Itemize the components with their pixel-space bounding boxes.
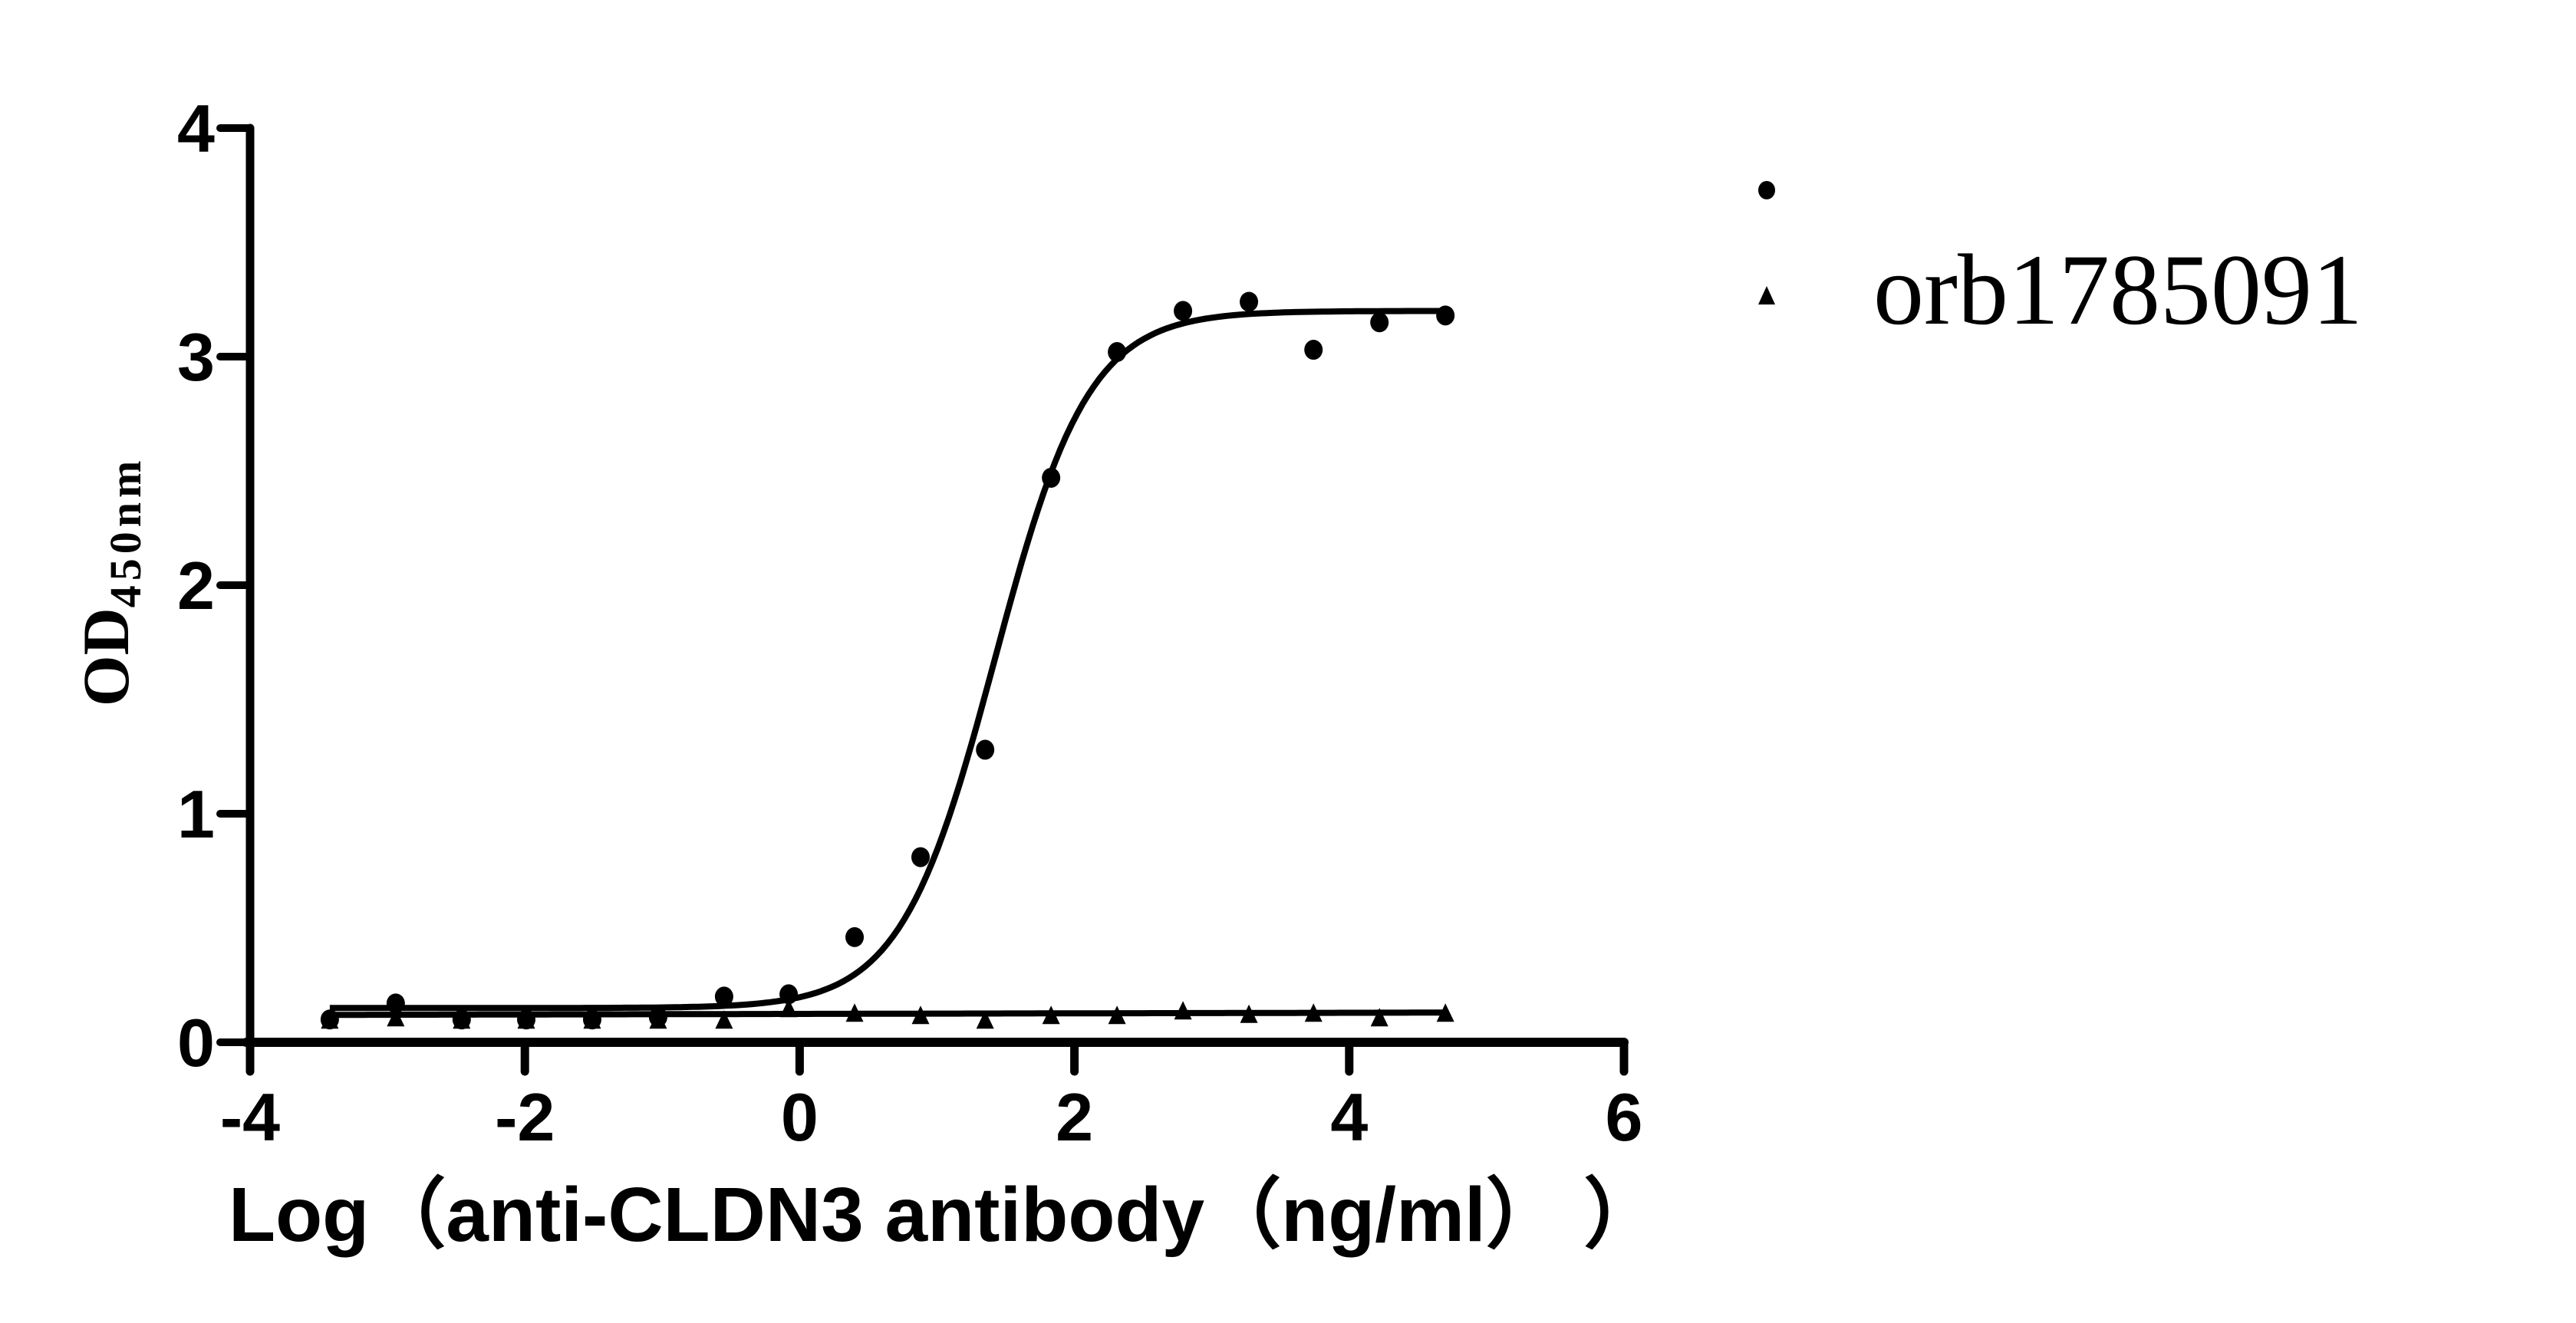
x-tick-label: -4 — [220, 1079, 280, 1155]
data-point-triangle — [1042, 1005, 1060, 1025]
data-point-triangle — [779, 999, 798, 1018]
data-point-circle — [1436, 305, 1455, 326]
data-point-circle — [452, 1009, 471, 1030]
legend: orb1785091 — [1758, 181, 2363, 346]
data-point-circle — [648, 1007, 667, 1028]
data-point-triangle — [715, 1010, 733, 1029]
data-point-circle — [911, 847, 931, 867]
data-point-triangle — [1304, 1003, 1323, 1022]
y-axis-title: OD450nm — [69, 456, 150, 707]
y-tick-label: 1 — [177, 776, 215, 852]
data-point-circle — [779, 984, 799, 1005]
data-point-circle — [845, 926, 865, 947]
data-point-circle — [714, 986, 733, 1007]
data-point-triangle — [976, 1010, 994, 1029]
data-point-circle — [1042, 467, 1061, 488]
y-tick-label: 3 — [177, 319, 215, 395]
y-tick-label: 4 — [177, 91, 215, 166]
data-point-triangle — [1240, 1004, 1258, 1023]
y-ticks: 0 1 2 3 4 — [177, 91, 254, 1081]
y-tick-label: 2 — [177, 548, 215, 624]
fit-curve-orb1785091 — [329, 1009, 1446, 1019]
x-ticks: -4 -2 0 2 4 6 — [220, 1038, 1643, 1155]
data-point-circle — [320, 1009, 339, 1030]
data-point-triangle — [911, 1005, 930, 1025]
data-point-triangle — [1436, 1003, 1454, 1022]
legend-circle-marker-icon — [1758, 181, 1775, 199]
data-point-triangle — [1174, 1001, 1192, 1020]
axes: 0 1 2 3 4 -4 -2 0 2 4 6 — [177, 91, 1642, 1155]
data-point-triangle — [1370, 1008, 1388, 1027]
y-axis-title-subscript: 450nm — [100, 456, 150, 608]
data-point-triangle — [845, 1003, 864, 1022]
x-tick-label: 4 — [1330, 1079, 1368, 1155]
data-point-circle — [1304, 340, 1323, 360]
data-point-circle — [386, 993, 405, 1014]
x-tick-label: 6 — [1606, 1079, 1643, 1155]
data-point-circle — [1108, 342, 1127, 363]
x-axis-title: Log（anti-CLDN3 antibody（ng/ml） ） — [229, 1172, 1661, 1258]
data-point-circle — [516, 1009, 535, 1030]
legend-triangle-marker-icon — [1758, 286, 1775, 304]
data-point-circle — [1174, 301, 1193, 321]
data-point-circle — [1240, 291, 1259, 312]
svg-text:OD450nm: OD450nm — [69, 456, 150, 707]
y-axis-title-main: OD — [69, 607, 143, 706]
data-point-circle — [582, 1009, 601, 1030]
data-points — [320, 291, 1455, 1030]
data-point-triangle — [1108, 1005, 1126, 1025]
data-point-circle — [976, 739, 995, 760]
fit-curve-circle-series — [329, 308, 1446, 1012]
data-point-triangle — [387, 1008, 405, 1027]
x-tick-label: 0 — [781, 1079, 819, 1155]
fit-curves — [329, 308, 1446, 1019]
x-tick-label: 2 — [1056, 1079, 1093, 1155]
legend-label-orb1785091: orb1785091 — [1873, 233, 2363, 346]
data-point-circle — [1370, 312, 1389, 333]
y-tick-label: 0 — [177, 1005, 215, 1081]
x-tick-label: -2 — [495, 1079, 555, 1155]
